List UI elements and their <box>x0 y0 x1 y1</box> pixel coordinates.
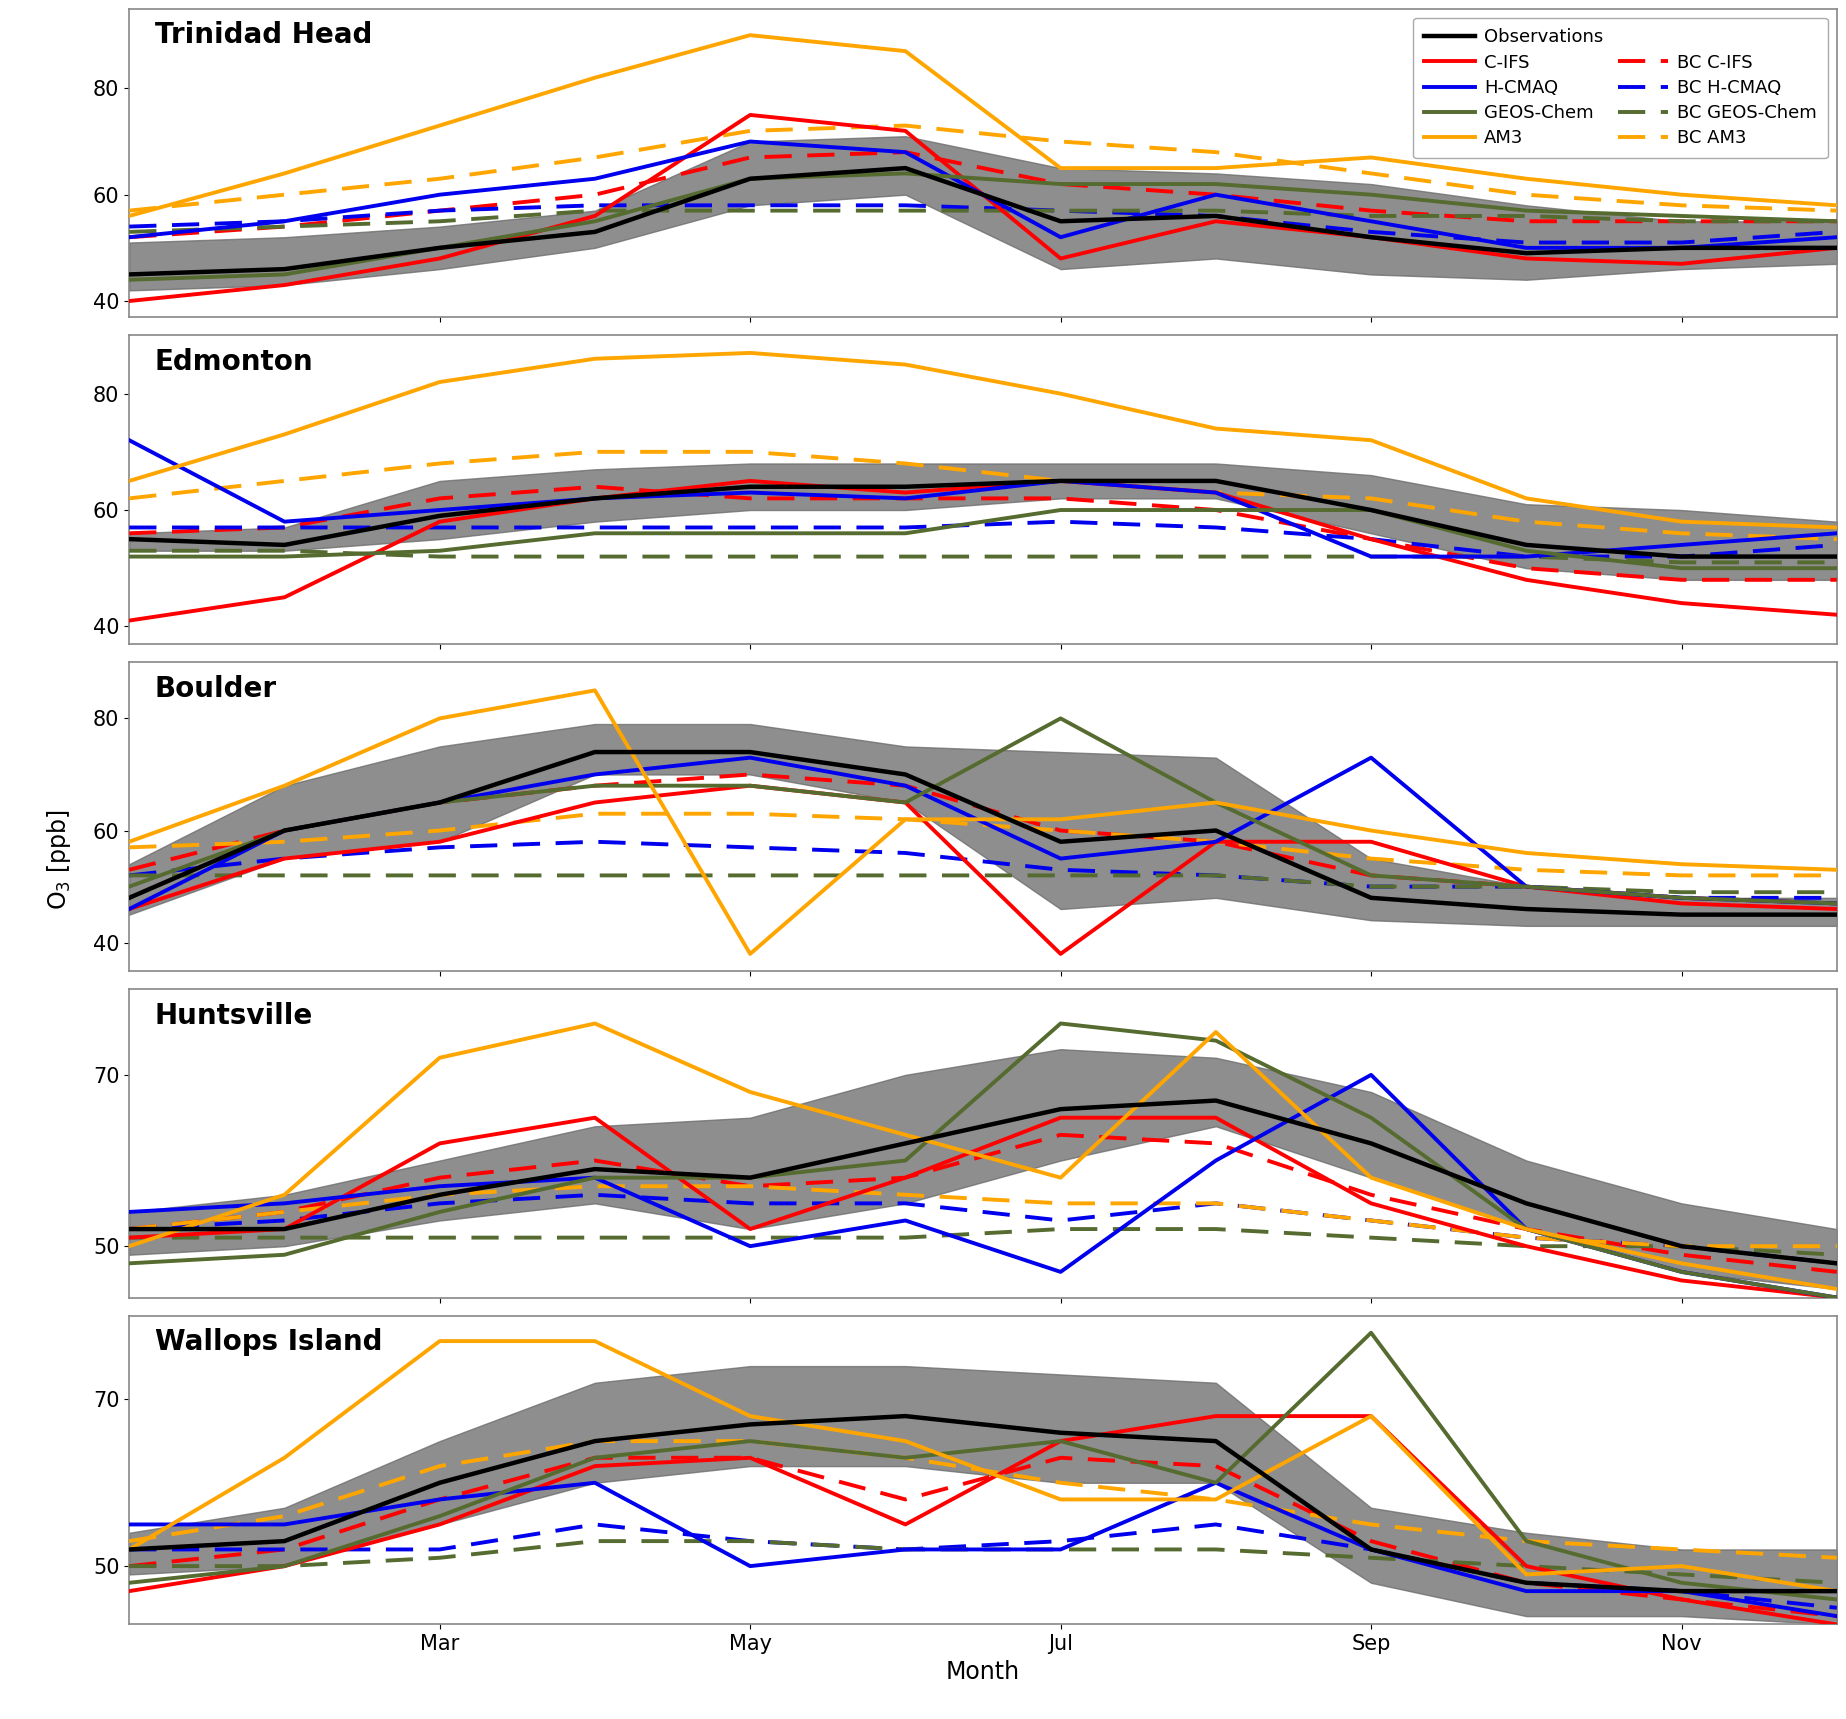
Text: Boulder: Boulder <box>155 674 277 703</box>
Text: Wallops Island: Wallops Island <box>155 1329 382 1356</box>
Text: O$_3$ [ppb]: O$_3$ [ppb] <box>44 810 74 909</box>
Text: Trinidad Head: Trinidad Head <box>155 21 373 48</box>
X-axis label: Month: Month <box>945 1661 1021 1683</box>
Text: Edmonton: Edmonton <box>155 347 314 376</box>
Legend: Observations, C-IFS, H-CMAQ, GEOS-Chem, AM3,  , BC C-IFS, BC H-CMAQ, BC GEOS-Che: Observations, C-IFS, H-CMAQ, GEOS-Chem, … <box>1414 17 1828 158</box>
Text: Huntsville: Huntsville <box>155 1002 314 1030</box>
